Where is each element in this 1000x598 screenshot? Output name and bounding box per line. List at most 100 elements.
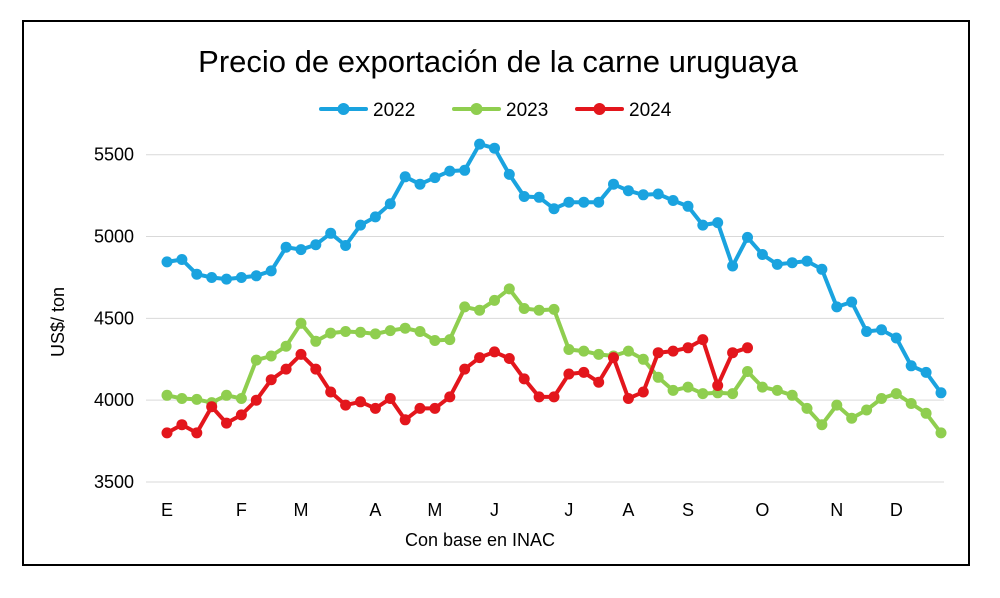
x-tick-label: O [755,500,769,520]
legend-swatch-marker [337,103,350,115]
data-point [221,389,232,401]
data-point [563,344,575,355]
data-point [250,270,262,282]
data-point [235,272,247,283]
data-point [935,387,947,399]
data-point [355,396,366,408]
data-point [399,322,411,334]
data-point [742,342,753,354]
data-point [295,244,307,256]
data-point [593,196,605,208]
chart-svg: Precio de exportación de la carne urugua… [48,44,947,550]
data-point [369,328,381,340]
data-point [355,219,366,231]
data-point [250,394,262,406]
data-point [652,347,664,359]
data-point [548,391,560,403]
y-tick-label: 5000 [94,227,134,247]
data-point [920,407,932,419]
data-point [533,191,545,203]
series-line [165,337,750,435]
data-point [637,353,649,365]
data-point [340,240,352,251]
data-point [310,239,322,251]
data-point [697,334,709,346]
data-point [608,178,619,190]
data-point [325,327,337,339]
legend-item-2024: 2024 [575,100,672,121]
y-axis-label: US$/ ton [48,287,68,357]
y-tick-label: 3500 [94,472,134,492]
data-point [414,402,426,414]
data-point [935,427,947,439]
data-point [444,391,456,403]
data-point [622,345,634,357]
data-point [578,366,590,378]
data-point [369,402,381,414]
data-point [682,200,694,212]
data-point [325,227,337,239]
data-point [742,366,753,377]
series-group [161,138,947,439]
data-point [905,398,917,409]
data-point [682,381,694,393]
data-point [265,350,277,362]
data-point [667,345,679,357]
data-point [712,380,724,391]
data-point [861,326,873,337]
data-point [206,272,218,283]
data-point [622,393,634,404]
data-point [474,138,486,150]
legend-label: 2023 [506,100,548,121]
data-point [920,366,932,378]
data-point [786,257,798,269]
data-point [548,203,560,215]
chart-title: Precio de exportación de la carne urugua… [198,44,798,79]
data-point [608,352,619,364]
legend-label: 2024 [629,100,672,121]
data-point [191,393,203,405]
data-point [161,389,173,401]
data-point [355,326,366,338]
data-point [340,399,352,411]
y-tick-labels: 3500 4000 4500 5000 5500 [94,145,134,492]
legend-label: 2022 [373,100,415,121]
legend-swatch-marker [470,103,483,115]
data-point [489,142,500,154]
x-axis-label: Con base en INAC [405,530,555,550]
data-point [414,178,426,190]
data-point [250,354,262,366]
data-point [578,345,590,357]
data-point [384,325,396,337]
data-point [399,171,411,183]
data-point [771,258,783,270]
data-point [533,391,545,403]
x-tick-label: S [682,500,694,520]
data-point [325,386,337,398]
data-point [429,402,441,414]
data-point [206,401,218,413]
data-point [221,417,232,429]
legend-swatch-marker [593,103,606,115]
data-point [295,317,307,329]
x-tick-label: F [236,500,247,520]
data-point [578,196,590,208]
data-point [235,409,247,421]
data-point [652,188,664,200]
x-tick-label: J [490,500,499,520]
data-point [667,195,679,206]
data-point [518,191,530,202]
data-point [235,393,247,404]
data-point [756,381,768,393]
x-tick-label: D [890,500,903,520]
data-point [280,340,292,352]
data-point [637,386,649,398]
data-point [221,273,232,285]
data-point [727,388,739,400]
y-tick-label: 4500 [94,308,134,328]
data-point [563,368,575,380]
data-point [503,283,515,295]
data-point [682,342,694,354]
legend: 2022 2023 2024 [319,100,672,121]
data-point [831,399,843,411]
